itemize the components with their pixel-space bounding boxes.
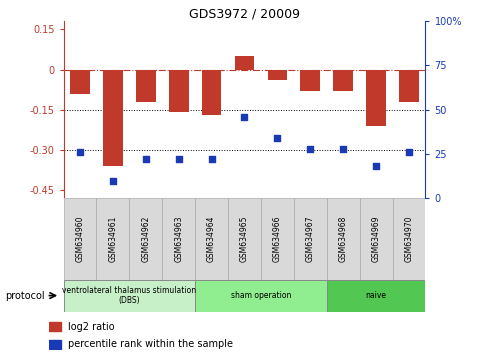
Bar [129, 198, 162, 280]
Text: GSM634963: GSM634963 [174, 216, 183, 262]
Text: GSM634964: GSM634964 [207, 216, 216, 262]
Text: GSM634961: GSM634961 [108, 216, 117, 262]
Bar [63, 198, 96, 280]
Text: protocol: protocol [5, 291, 44, 301]
Bar [359, 198, 392, 280]
Point [240, 114, 248, 120]
Point [306, 146, 314, 152]
Text: GSM634960: GSM634960 [75, 216, 84, 262]
Bar [136, 69, 155, 102]
Bar [96, 198, 129, 280]
Point [371, 164, 379, 169]
Bar [70, 69, 90, 94]
Text: log2 ratio: log2 ratio [68, 322, 115, 332]
Text: GSM634967: GSM634967 [305, 216, 314, 262]
Point [273, 135, 281, 141]
Text: sham operation: sham operation [230, 291, 290, 300]
Text: percentile rank within the sample: percentile rank within the sample [68, 339, 233, 349]
Bar [261, 198, 293, 280]
Bar [267, 69, 286, 80]
Point [142, 156, 149, 162]
Bar [103, 69, 122, 166]
Bar [195, 198, 227, 280]
Bar [49, 340, 61, 349]
Text: GSM634962: GSM634962 [141, 216, 150, 262]
Bar [63, 280, 195, 312]
Text: GSM634969: GSM634969 [371, 216, 380, 262]
Bar [195, 280, 326, 312]
Bar [326, 198, 359, 280]
Bar [392, 198, 425, 280]
Bar [398, 69, 418, 102]
Point [174, 156, 182, 162]
Point [207, 156, 215, 162]
Text: GSM634968: GSM634968 [338, 216, 347, 262]
Bar [162, 198, 195, 280]
Bar [366, 69, 385, 126]
Point [76, 149, 84, 155]
Text: GSM634966: GSM634966 [272, 216, 281, 262]
Text: ventrolateral thalamus stimulation
(DBS): ventrolateral thalamus stimulation (DBS) [62, 286, 196, 305]
Bar [49, 322, 61, 331]
Bar [326, 280, 425, 312]
Point [339, 146, 346, 152]
Text: GSM634970: GSM634970 [404, 216, 413, 262]
Text: naive: naive [365, 291, 386, 300]
Bar [234, 56, 254, 69]
Text: GSM634965: GSM634965 [240, 216, 248, 262]
Point [404, 149, 412, 155]
Bar [202, 69, 221, 115]
Bar [293, 198, 326, 280]
Bar [227, 198, 261, 280]
Point [109, 178, 117, 183]
Bar [300, 69, 320, 91]
Bar [333, 69, 352, 91]
Title: GDS3972 / 20009: GDS3972 / 20009 [189, 7, 299, 20]
Bar [168, 69, 188, 113]
